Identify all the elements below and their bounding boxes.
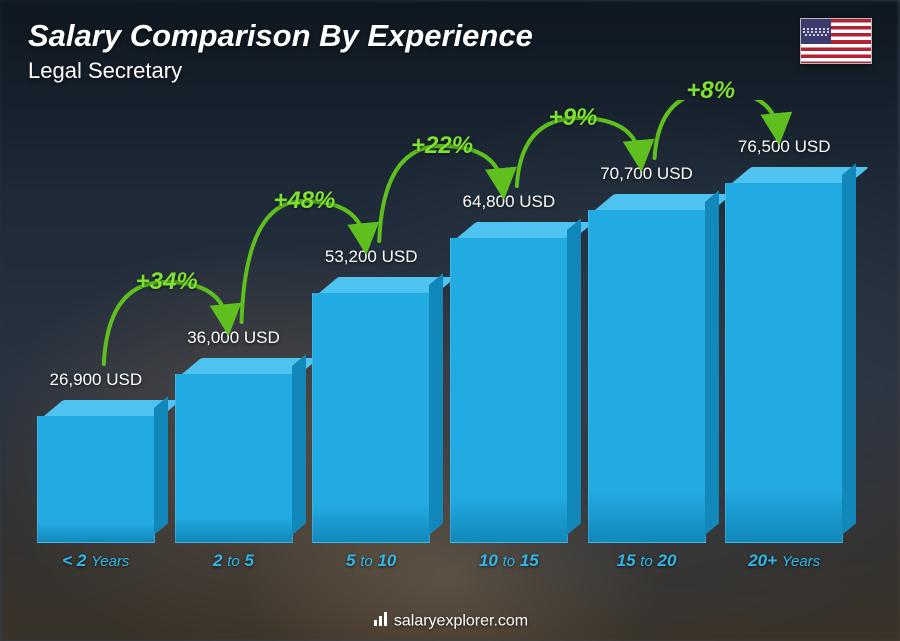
chart-area: 26,900 USD 36,000 USD 53,200 USD 64,800 USD… [30,100,850,581]
header: Salary Comparison By Experience Legal Se… [28,18,872,84]
bar-slot: 36,000 USD [172,328,296,543]
footer-site: salaryexplorer.com [394,613,528,630]
category-labels: < 2 Years 2 to 5 5 to 10 10 to 15 15 to 20 20… [30,551,850,581]
sub-title: Legal Secretary [28,58,533,84]
bars-container: 26,900 USD 36,000 USD 53,200 USD 64,800 USD… [30,123,850,543]
bar [37,400,155,543]
flag-icon [800,18,872,64]
bar-slot: 53,200 USD [309,247,433,543]
bar [312,277,430,543]
title-block: Salary Comparison By Experience Legal Se… [28,18,533,84]
bar-slot: 76,500 USD [722,137,846,543]
footer: salaryexplorer.com [0,610,900,633]
category-label: 5 to 10 [309,551,433,581]
increment-label: +48% [273,187,335,215]
logo-icon [372,610,390,633]
bar-slot: 26,900 USD [34,370,158,543]
category-label: 10 to 15 [447,551,571,581]
bar-slot: 70,700 USD [585,164,709,543]
increment-label: +34% [136,268,198,296]
increment-label: +22% [411,132,473,160]
bar [450,222,568,543]
bar-value-label: 76,500 USD [738,137,831,157]
category-label: 15 to 20 [585,551,709,581]
bar-value-label: 26,900 USD [50,370,143,390]
increment-label: +9% [549,104,598,132]
bar-value-label: 53,200 USD [325,247,418,267]
bar-value-label: 36,000 USD [187,328,280,348]
bar [588,194,706,543]
main-title: Salary Comparison By Experience [28,18,533,54]
bar-value-label: 64,800 USD [463,192,556,212]
category-label: 2 to 5 [172,551,296,581]
category-label: < 2 Years [34,551,158,581]
category-label: 20+ Years [722,551,846,581]
bar [725,167,843,543]
bar [175,358,293,543]
bar-value-label: 70,700 USD [600,164,693,184]
bar-slot: 64,800 USD [447,192,571,543]
